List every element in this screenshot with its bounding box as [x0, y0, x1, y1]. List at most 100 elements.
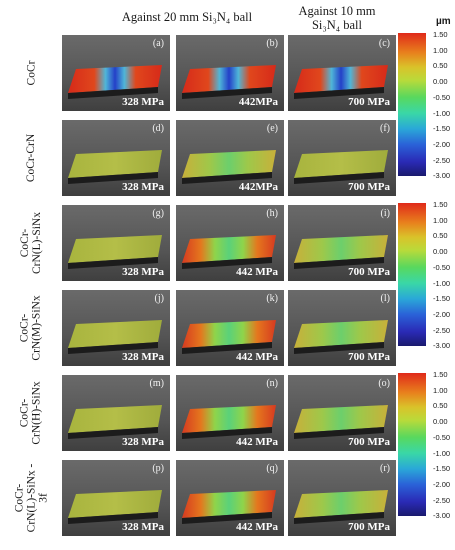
colorbar-tick-label: 0.00: [433, 247, 448, 257]
contact-pressure-label: 700 MPa: [348, 436, 390, 448]
row-label-line: CoCr-: [19, 398, 31, 428]
contact-pressure-label: 328 MPa: [122, 521, 164, 533]
row-label: CoCr- CrN(H)-SiNx: [4, 373, 58, 453]
row-label-line: CoCr: [24, 60, 37, 86]
row-label-line: CoCr-: [13, 483, 26, 513]
surface-side: [294, 87, 384, 99]
colorbar-tick-label: 1.50: [433, 370, 448, 379]
surface-3d-image: [182, 65, 276, 99]
surface-side: [68, 342, 158, 354]
surface-side: [182, 257, 272, 269]
contact-pressure-label: 328 MPa: [122, 181, 164, 193]
colorbar-gradient: [398, 33, 426, 176]
surface-side: [294, 342, 384, 354]
colorbar-tick-label: -2.00: [433, 139, 451, 149]
panel-tag: (d): [152, 123, 164, 134]
surface-3d-image: [294, 405, 388, 439]
surface-side: [294, 172, 384, 184]
colorbar-tick-label: 1.50: [433, 200, 448, 209]
row-label-line: CrN(L)-SiNx: [31, 212, 43, 274]
surface-top: [68, 65, 162, 93]
contact-pressure-label: 328 MPa: [122, 96, 164, 108]
colorbar-tick-label: 0.50: [433, 231, 448, 241]
row-label-line: CrN(L)-SiNx -: [25, 463, 38, 533]
surface-side: [294, 512, 384, 524]
panel-tag: (e): [266, 123, 278, 134]
colorbar-tick-label: -2.00: [433, 479, 451, 489]
surface-3d-image: [182, 490, 276, 524]
row-label: CoCr: [4, 33, 58, 113]
panel-tag: (j): [154, 293, 164, 304]
unit-label: µm: [436, 16, 451, 27]
surface-top: [294, 490, 388, 518]
contact-pressure-label: 442 MPa: [236, 351, 278, 363]
colorbar-tick-label: -1.00: [433, 108, 451, 118]
colorbar-tick-label: 1.00: [433, 215, 448, 225]
surface-3d-image: [68, 320, 162, 354]
contact-pressure-label: 442 MPa: [236, 266, 278, 278]
contact-pressure-label: 442 MPa: [236, 521, 278, 533]
colorbar-tick-label: 1.00: [433, 45, 448, 55]
colorbar-tick-label: -0.50: [433, 92, 451, 102]
colorbar-tick-label: -0.50: [433, 432, 451, 442]
surface-top: [294, 405, 388, 433]
surface-3d-image: [68, 235, 162, 269]
row-label-line: CoCr-CrN: [24, 133, 37, 183]
surface-side: [182, 87, 272, 99]
contact-pressure-label: 328 MPa: [122, 351, 164, 363]
panel-tag: (f): [380, 123, 390, 134]
row-label-line: CrN(M)-SiNx: [31, 295, 44, 361]
surface-side: [182, 512, 272, 524]
row-label: CoCr- CrN(L)-SiNx: [4, 203, 58, 283]
row-label: CoCr- CrN(L)-SiNx -3f: [4, 458, 58, 538]
colorbar-tick-label: 1.50: [433, 30, 448, 39]
surface-top: [68, 320, 162, 348]
surface-profile-panel: (b) 442MPa: [176, 35, 284, 111]
panel-tag: (r): [380, 463, 390, 474]
surface-profile-panel: (j) 328 MPa: [62, 290, 170, 366]
panel-tag: (a): [152, 38, 164, 49]
surface-profile-panel: (p) 328 MPa: [62, 460, 170, 536]
surface-profile-panel: (l) 700 MPa: [288, 290, 396, 366]
surface-profile-panel: (h) 442 MPa: [176, 205, 284, 281]
surface-3d-image: [68, 405, 162, 439]
panel-tag: (o): [378, 378, 390, 389]
surface-3d-image: [68, 65, 162, 99]
colorbar-tick-label: 1.00: [433, 385, 448, 395]
contact-pressure-label: 700 MPa: [348, 351, 390, 363]
surface-top: [68, 405, 162, 433]
row-label: CoCr-CrN: [4, 118, 58, 198]
surface-3d-image: [182, 150, 276, 184]
surface-profile-panel: (a) 328 MPa: [62, 35, 170, 111]
surface-3d-image: [294, 65, 388, 99]
surface-side: [182, 342, 272, 354]
surface-side: [68, 87, 158, 99]
surface-profile-panel: (m) 328 MPa: [62, 375, 170, 451]
surface-side: [68, 257, 158, 269]
surface-profile-panel: (n) 442 MPa: [176, 375, 284, 451]
colorbar-tick-label: -1.50: [433, 464, 451, 474]
surface-profile-panel: (g) 328 MPa: [62, 205, 170, 281]
panel-tag: (n): [266, 378, 278, 389]
colorbar-tick-label: -1.50: [433, 294, 451, 304]
colorbar-tick-label: -3.00: [433, 341, 451, 351]
contact-pressure-label: 328 MPa: [122, 436, 164, 448]
panel-tag: (b): [266, 38, 278, 49]
panel-tag: (h): [266, 208, 278, 219]
panel-tag: (g): [152, 208, 164, 219]
colorbar-tick-label: -3.00: [433, 511, 451, 521]
surface-top: [294, 150, 388, 178]
surface-top: [182, 65, 276, 93]
colorbar-tick-label: -1.00: [433, 278, 451, 288]
contact-pressure-label: 700 MPa: [348, 266, 390, 278]
surface-profile-panel: (c) 700 MPa: [288, 35, 396, 111]
panel-tag: (c): [378, 38, 390, 49]
surface-profile-panel: (r) 700 MPa: [288, 460, 396, 536]
colorbar-tick-label: -0.50: [433, 262, 451, 272]
colorbar-tick-label: -3.00: [433, 171, 451, 181]
surface-3d-image: [294, 235, 388, 269]
panel-tag: (q): [266, 463, 278, 474]
height-colorbar: [398, 203, 426, 346]
surface-side: [182, 172, 272, 184]
height-colorbar: [398, 33, 426, 176]
